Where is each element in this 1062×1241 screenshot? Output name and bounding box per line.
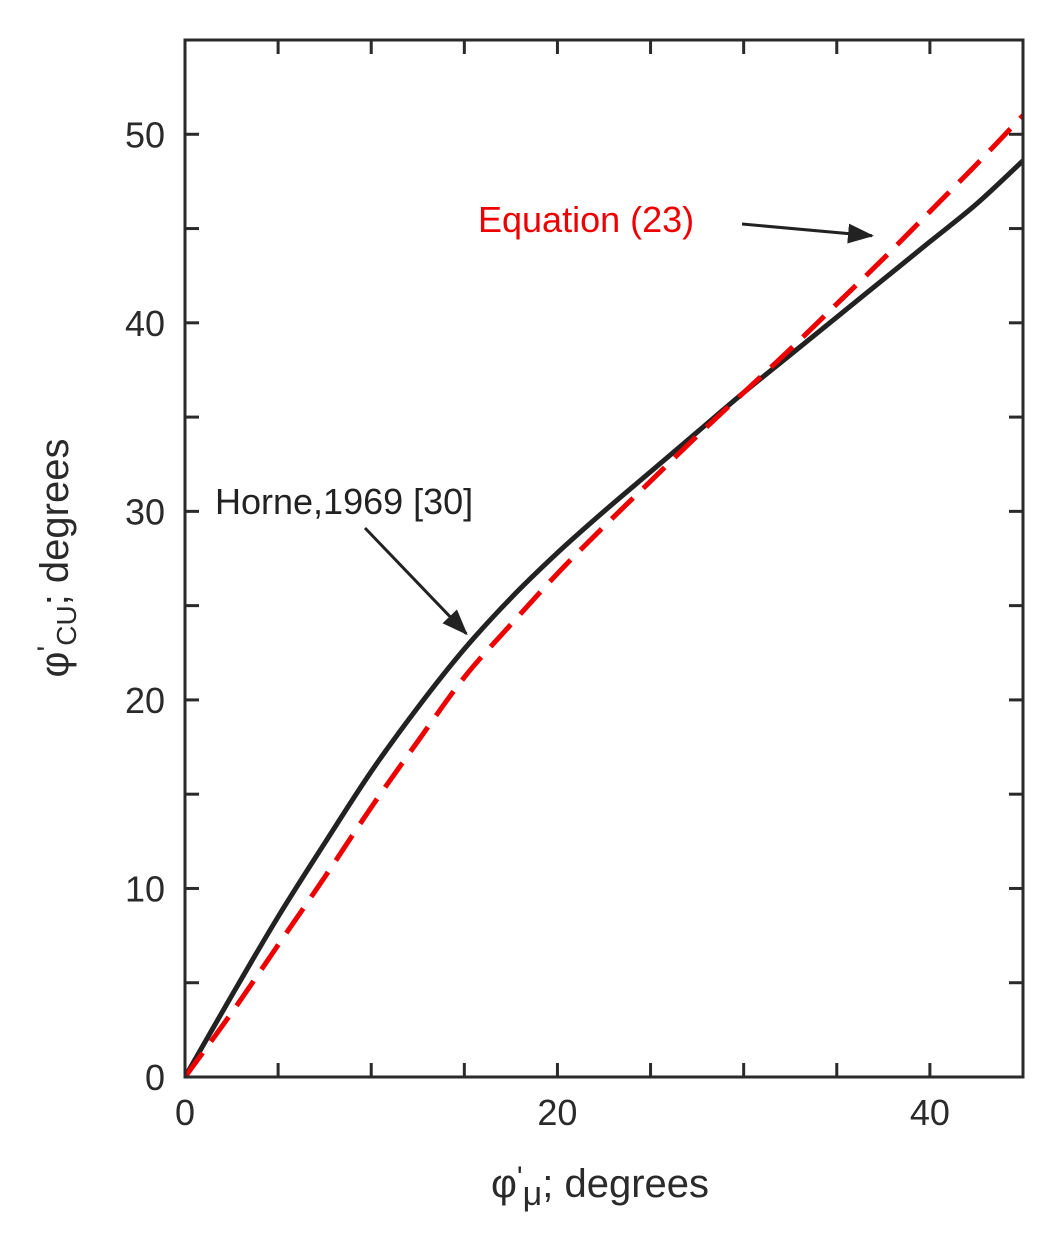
y-tick-label: 40 [125,303,165,344]
y-tick-label: 10 [125,868,165,909]
y-axis-suffix: ; degrees [33,439,77,606]
tick-labels-layer: 0 20 40 0 10 20 30 40 50 [125,114,950,1133]
x-tick-label: 20 [537,1092,577,1133]
x-tick-label: 40 [910,1092,950,1133]
series-horne-line [185,158,1023,1077]
y-axis-symbol: φ [33,652,77,678]
y-tick-label: 20 [125,680,165,721]
annotation-horne-arrow [363,526,468,636]
annotation-horne-label: Horne,1969 [30] [215,481,473,522]
series-layer [185,113,1023,1077]
plot-frame [183,38,1025,1079]
y-tick-label: 30 [125,491,165,532]
x-axis-suffix: ; degrees [542,1162,709,1206]
y-axis-title: φ'CU; degrees [32,439,82,678]
series-equation-line [185,113,1023,1077]
ticks-layer [183,40,1023,1079]
x-axis-subscript: μ [523,1175,543,1213]
x-axis-prime: ' [517,1161,523,1194]
y-axis-prime: ' [32,646,65,652]
annotation-equation-label: Equation (23) [478,199,694,240]
annotations-layer: Horne,1969 [30] Equation (23) [215,199,875,636]
y-tick-label: 0 [145,1057,165,1098]
x-axis-symbol: φ [491,1162,517,1206]
x-tick-label: 0 [175,1092,195,1133]
x-axis-title: φ'μ; degrees [491,1161,709,1213]
y-tick-label: 50 [125,114,165,155]
annotation-equation-arrow [741,222,875,244]
y-axis-subscript: CU [51,605,82,645]
